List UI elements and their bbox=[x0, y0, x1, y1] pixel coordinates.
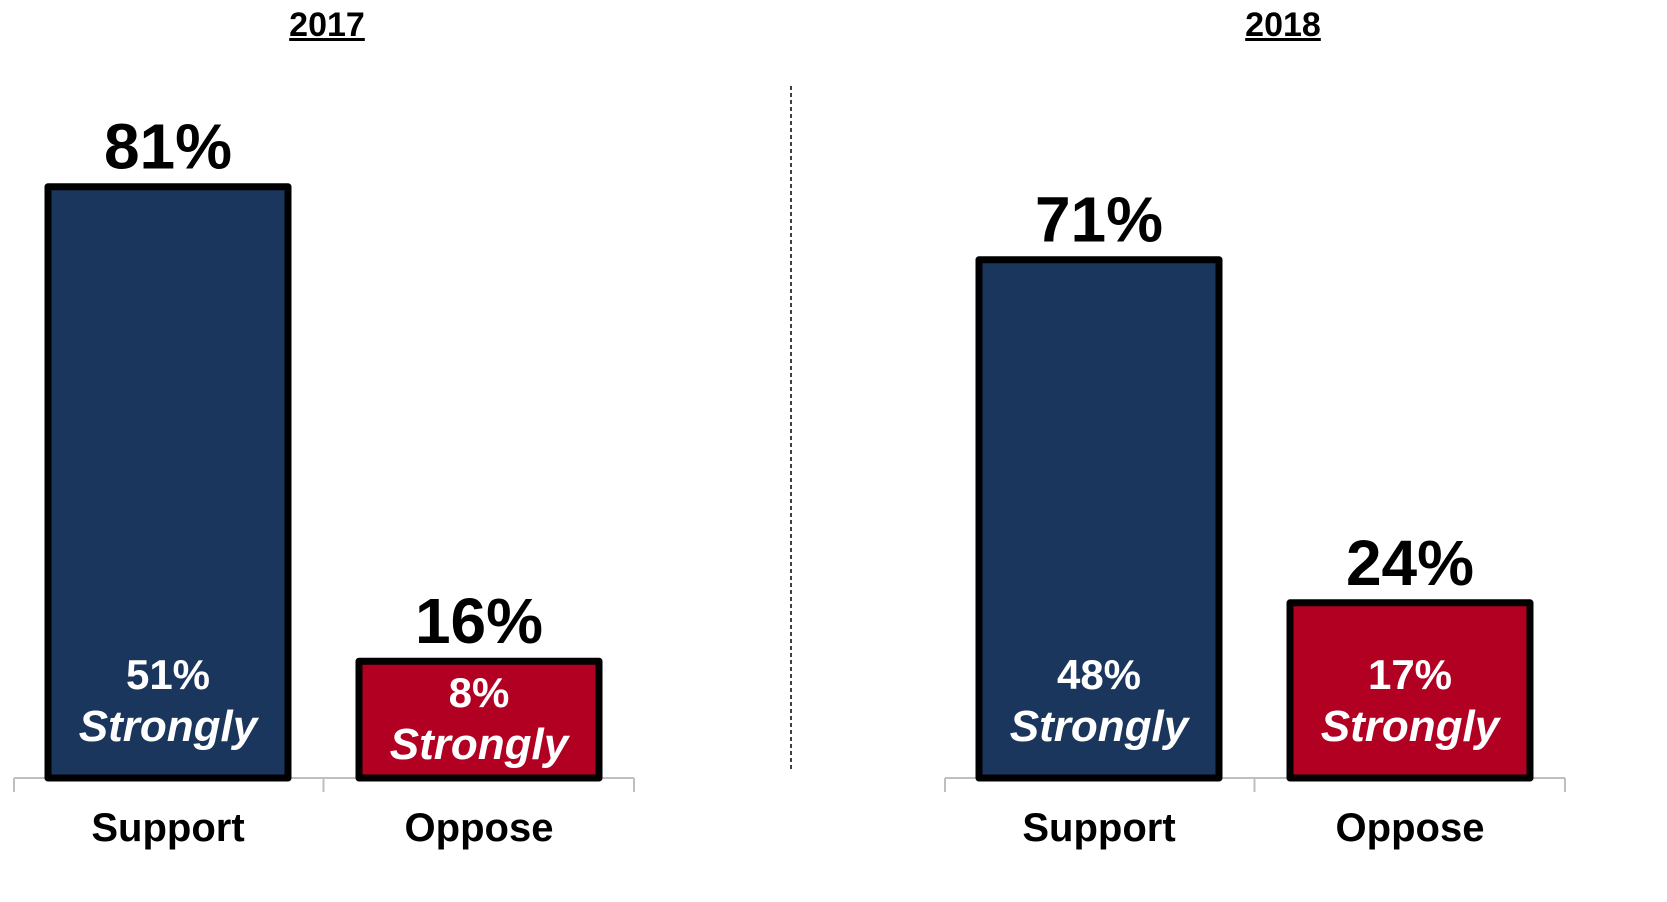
strongly-word-label-support-2017: Strongly bbox=[79, 702, 260, 751]
strongly-word-label-oppose-2018: Strongly bbox=[1321, 702, 1502, 751]
bar-support-2018 bbox=[979, 260, 1219, 778]
strongly-value-label-oppose-2018: 17% bbox=[1368, 651, 1452, 698]
strongly-value-label-support-2018: 48% bbox=[1057, 651, 1141, 698]
strongly-value-label-support-2017: 51% bbox=[126, 651, 210, 698]
category-label-oppose-2018: Oppose bbox=[1336, 806, 1485, 850]
value-label-support-2017: 81% bbox=[104, 111, 232, 183]
value-label-oppose-2018: 24% bbox=[1346, 527, 1474, 599]
strongly-value-label-oppose-2017: 8% bbox=[449, 669, 510, 716]
category-label-support-2018: Support bbox=[1022, 806, 1175, 850]
strongly-word-label-support-2018: Strongly bbox=[1010, 702, 1191, 751]
value-label-support-2018: 71% bbox=[1035, 184, 1163, 256]
category-label-oppose-2017: Oppose bbox=[405, 806, 554, 850]
category-label-support-2017: Support bbox=[91, 806, 244, 850]
strongly-word-label-oppose-2017: Strongly bbox=[390, 720, 571, 769]
value-label-oppose-2017: 16% bbox=[415, 585, 543, 657]
